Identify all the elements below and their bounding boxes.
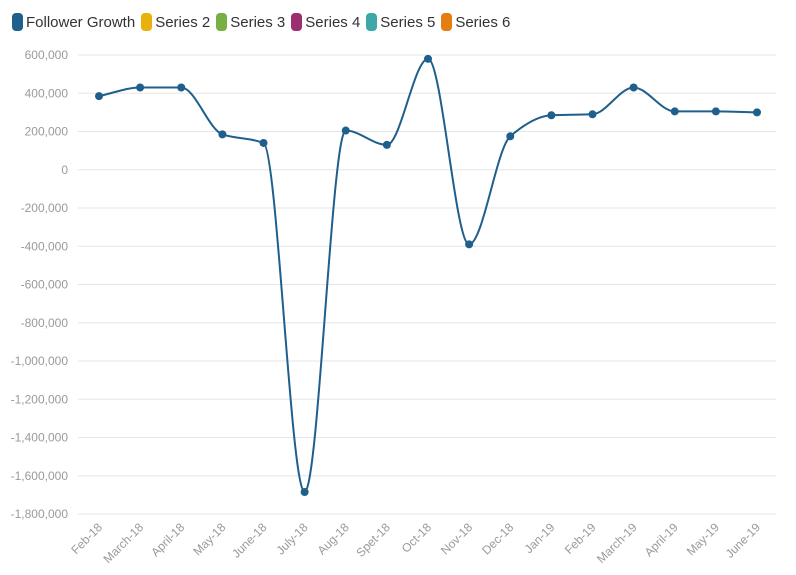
data-point <box>547 111 556 120</box>
legend-item-3[interactable]: Series 3 <box>216 13 285 31</box>
data-point <box>382 140 391 149</box>
legend-item-2[interactable]: Series 2 <box>141 13 210 31</box>
legend-label-1: Follower Growth <box>26 13 136 31</box>
x-tick-label: March-18 <box>101 520 147 566</box>
x-tick-label: Feb-19 <box>562 520 599 557</box>
legend-item-4[interactable]: Series 4 <box>291 13 360 31</box>
y-tick-label: -1,000,000 <box>11 354 69 368</box>
y-tick-label: -600,000 <box>21 278 69 292</box>
data-point <box>177 83 186 92</box>
legend-swatch-2 <box>141 13 153 31</box>
data-point <box>95 92 103 101</box>
legend-label-2: Series 2 <box>155 13 211 31</box>
data-point <box>341 126 350 135</box>
legend-label-3: Series 3 <box>230 13 286 31</box>
x-tick-label: June-18 <box>229 520 270 561</box>
y-tick-label: 200,000 <box>25 125 69 139</box>
data-point <box>506 132 515 141</box>
data-point <box>300 488 309 497</box>
y-tick-label: 400,000 <box>25 86 69 100</box>
y-tick-label: -1,400,000 <box>11 431 69 445</box>
x-tick-label: April-18 <box>148 520 187 559</box>
y-tick-label: -1,800,000 <box>11 507 69 521</box>
legend-item-1[interactable]: Follower Growth <box>12 13 135 31</box>
legend-swatch-4 <box>291 13 303 31</box>
data-point <box>629 83 638 92</box>
x-tick-label: May-18 <box>190 520 228 558</box>
x-tick-label: March-19 <box>594 520 640 566</box>
data-point <box>218 130 227 139</box>
y-tick-label: -400,000 <box>21 239 69 253</box>
legend-swatch-1 <box>12 13 23 31</box>
x-tick-label: Aug-18 <box>315 520 352 557</box>
x-tick-label: April-19 <box>642 520 681 559</box>
data-point <box>753 108 761 117</box>
y-tick-label: -800,000 <box>21 316 69 330</box>
y-tick-label: -1,200,000 <box>11 392 69 406</box>
x-tick-label: June-19 <box>723 520 764 561</box>
data-point <box>465 240 474 249</box>
legend-label-6: Series 6 <box>455 13 511 31</box>
x-tick-label: Feb-18 <box>68 520 105 557</box>
y-tick-label: 600,000 <box>25 48 69 62</box>
y-tick-label: -200,000 <box>21 201 69 215</box>
y-tick-label: -1,600,000 <box>11 469 69 483</box>
x-tick-label: May-19 <box>684 520 722 558</box>
legend-swatch-5 <box>366 13 378 31</box>
y-tick-label: 0 <box>61 163 68 177</box>
x-tick-label: July-18 <box>273 520 310 557</box>
x-tick-label: Nov-18 <box>438 520 475 557</box>
legend: Follower Growth Series 2 Series 3 Series… <box>12 10 516 34</box>
x-tick-label: Spet-18 <box>353 520 393 560</box>
data-point <box>136 83 145 92</box>
legend-label-5: Series 5 <box>380 13 436 31</box>
data-point <box>711 107 720 116</box>
legend-label-4: Series 4 <box>305 13 361 31</box>
legend-swatch-3 <box>216 13 228 31</box>
data-point <box>670 107 679 116</box>
legend-item-5[interactable]: Series 5 <box>366 13 435 31</box>
x-tick-label: Jan-19 <box>522 520 558 556</box>
data-point <box>424 54 432 63</box>
legend-swatch-6 <box>441 13 453 31</box>
x-tick-label: Dec-18 <box>479 520 516 557</box>
series-line <box>98 57 758 494</box>
data-point <box>588 110 597 119</box>
legend-item-6[interactable]: Series 6 <box>441 13 510 31</box>
data-point <box>259 138 268 147</box>
x-tick-label: Oct-18 <box>399 520 435 556</box>
